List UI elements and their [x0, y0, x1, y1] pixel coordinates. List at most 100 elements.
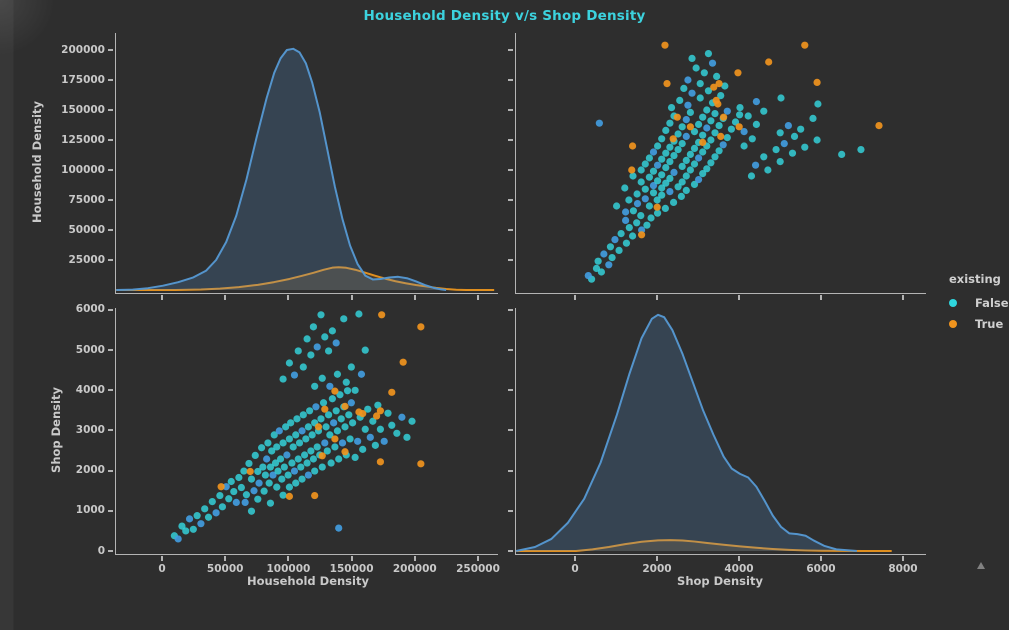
scatter-point	[760, 153, 768, 161]
scatter-point	[622, 208, 630, 216]
scatter-point	[185, 515, 194, 523]
tick-label: 200000	[392, 563, 437, 575]
scatter-point	[801, 41, 809, 49]
scatter-point	[317, 415, 325, 423]
kde-area	[516, 314, 857, 551]
scatter-point	[298, 427, 306, 435]
tick-mark	[738, 294, 740, 300]
scatter-point	[615, 246, 623, 254]
scatter-point	[417, 323, 425, 331]
tick-mark	[508, 349, 514, 352]
scatter-point	[653, 142, 662, 150]
scatter-point	[690, 144, 699, 152]
legend-false-dot-icon	[949, 298, 957, 307]
scatter-point	[376, 425, 385, 433]
tick-mark	[108, 509, 114, 512]
scatter-point	[266, 499, 275, 507]
scatter-point	[321, 405, 329, 413]
scatter-point	[241, 498, 249, 506]
scatter-point	[340, 315, 348, 323]
scatter-point	[666, 158, 674, 166]
tick-label: 2000	[75, 464, 105, 477]
scatter-point	[332, 339, 340, 347]
scatter-point	[629, 207, 637, 215]
scatter-point	[594, 257, 602, 265]
scatter-point	[740, 142, 748, 150]
scatter-point	[240, 467, 248, 475]
scatter-point	[299, 363, 307, 371]
scatter-point	[304, 423, 312, 431]
tick-label: 0	[97, 544, 105, 557]
scatter-point	[302, 435, 310, 443]
tick-mark	[508, 259, 514, 261]
scatter-point	[752, 98, 760, 106]
tick-mark	[508, 550, 514, 552]
scatter-point	[621, 184, 629, 192]
scatter-point	[388, 421, 396, 429]
legend: existing False True	[941, 272, 1009, 334]
scatter-point	[290, 467, 299, 475]
scatter-point	[308, 431, 316, 439]
scatter-point	[592, 264, 601, 272]
scatter-point	[772, 146, 780, 154]
x-axis-title-household-density: Household Density	[247, 574, 369, 588]
scatter-point	[674, 146, 682, 154]
scatter-point	[338, 439, 347, 447]
scatter-point	[637, 166, 645, 174]
scatter-point	[645, 154, 653, 162]
scatter-point	[314, 423, 323, 431]
scatter-point	[295, 439, 304, 447]
scatter-point	[686, 150, 694, 158]
scatter-point	[250, 487, 258, 495]
tick-label: 100000	[61, 163, 105, 176]
tick-label: 150000	[61, 103, 105, 116]
scatter-point	[312, 403, 320, 411]
scatter-point	[279, 375, 287, 383]
scatter-point	[611, 236, 619, 244]
tick-label: 1000	[75, 504, 105, 517]
panel-household-kde	[115, 33, 498, 294]
tick-label: 4000	[75, 383, 105, 396]
scatter-point	[276, 455, 285, 463]
scatter-point	[299, 411, 307, 419]
scatter-point	[645, 173, 653, 181]
scatter-point	[734, 69, 742, 77]
tick-label: 50000	[68, 223, 105, 236]
scatter-point	[720, 113, 728, 121]
scatter-point	[678, 162, 686, 170]
scatter-point	[682, 132, 690, 140]
scatter-point	[662, 179, 670, 187]
tick-mark	[738, 555, 740, 561]
scatter-point	[715, 80, 723, 88]
scatter-point	[658, 184, 666, 192]
scatter-point	[747, 172, 756, 180]
scatter-point	[663, 80, 671, 88]
tick-mark	[287, 294, 290, 300]
scatter-point	[371, 441, 379, 449]
scatter-point	[343, 387, 352, 395]
scatter-point	[649, 182, 658, 190]
scatter-point	[686, 108, 694, 116]
scatter-point	[328, 327, 336, 335]
scatter-point	[189, 525, 197, 533]
tick-mark	[508, 229, 514, 231]
tick-label: 250000	[456, 563, 500, 575]
tick-mark	[108, 429, 114, 432]
scatter-point	[285, 359, 293, 367]
scatter-point	[341, 423, 349, 431]
scatter-point	[313, 343, 321, 351]
tick-label: 0	[158, 563, 166, 575]
scatter-point	[699, 138, 707, 146]
scatter-point	[254, 495, 262, 503]
scatter-point	[300, 451, 309, 459]
scatter-point	[294, 347, 302, 355]
scatter-point	[384, 409, 392, 417]
plot-canvas	[584, 41, 883, 283]
scatter-point	[703, 106, 711, 114]
kde-area	[116, 267, 495, 290]
scatter-point	[311, 491, 319, 500]
scatter-point	[595, 119, 603, 127]
scatter-point	[349, 419, 357, 427]
scatter-point	[637, 212, 645, 220]
scatter-point	[674, 183, 682, 191]
